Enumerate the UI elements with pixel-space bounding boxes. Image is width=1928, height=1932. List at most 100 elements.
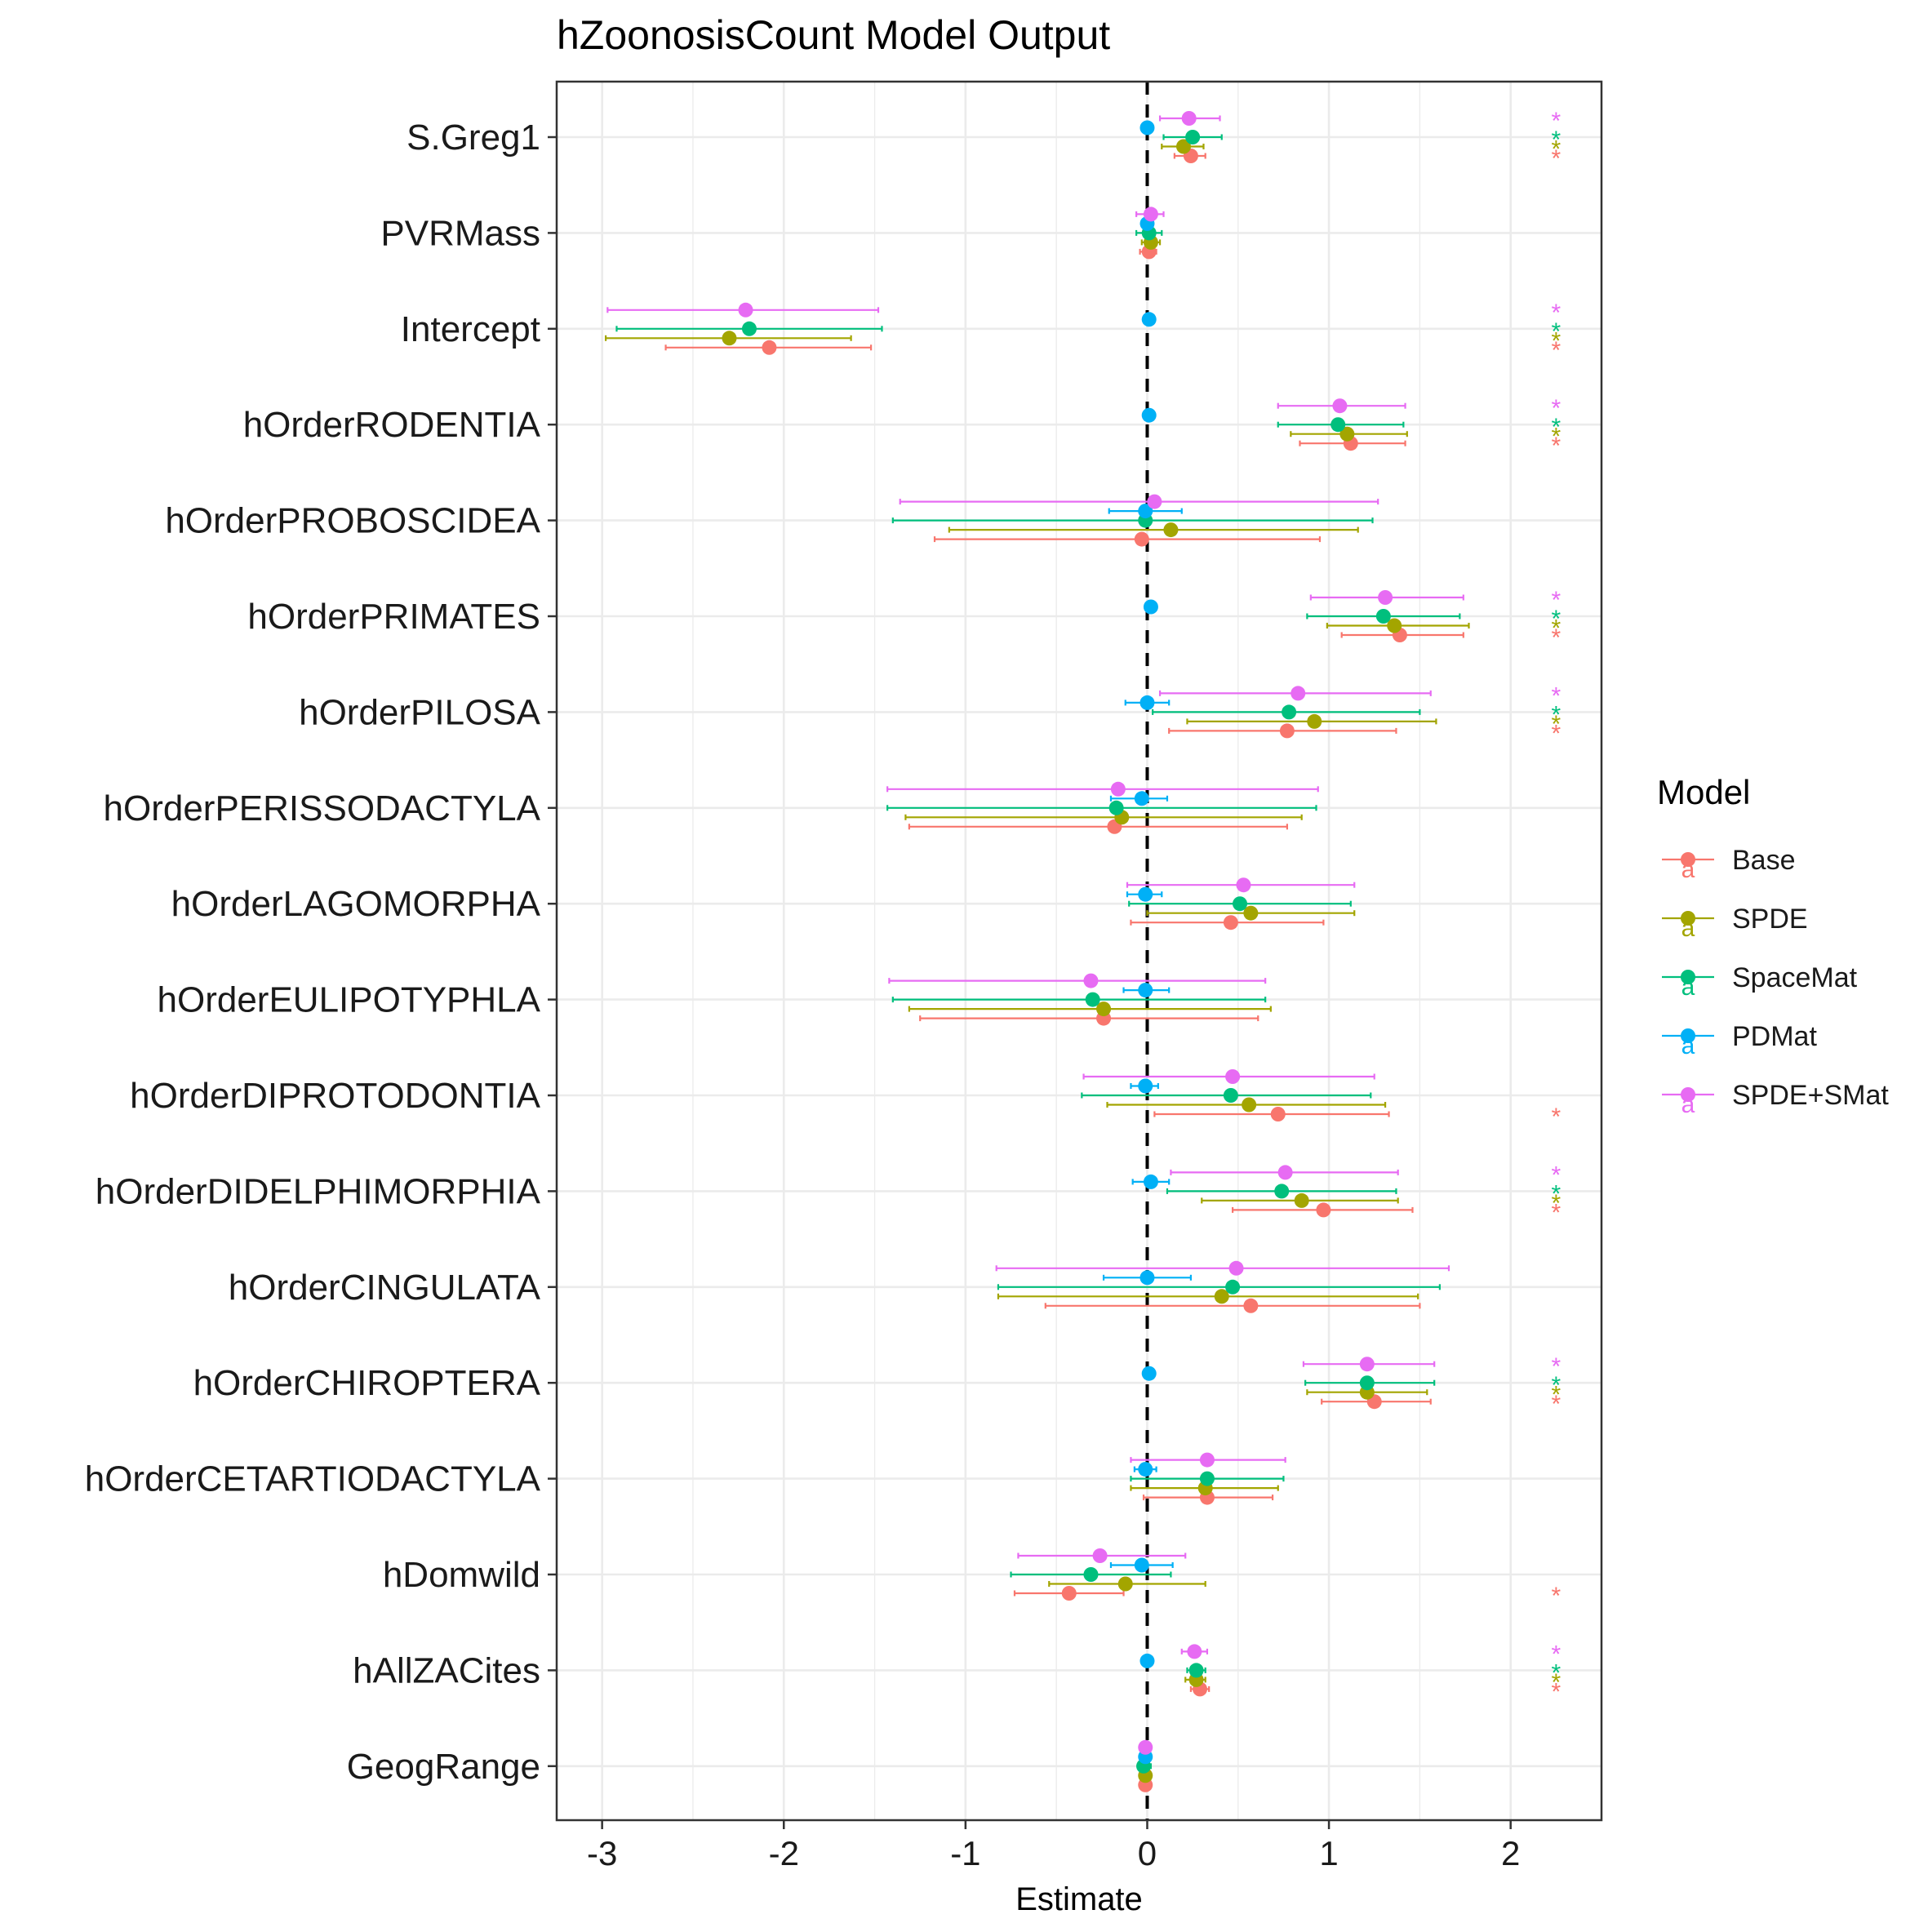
significance-star: * — [1552, 395, 1562, 422]
significance-star: * — [1552, 1161, 1562, 1188]
estimate-point — [738, 302, 753, 318]
estimate-point — [1138, 886, 1153, 902]
estimate-point — [1143, 599, 1158, 615]
y-category-label: hOrderDIDELPHIMORPHIA — [96, 1171, 541, 1211]
estimate-point — [1294, 1193, 1309, 1208]
significance-star: * — [1552, 606, 1562, 633]
estimate-point — [1199, 1452, 1215, 1468]
x-tick-label: -3 — [587, 1834, 617, 1872]
legend-label: SPDE — [1732, 904, 1808, 935]
estimate-point — [1143, 1174, 1158, 1189]
significance-star: * — [1552, 720, 1562, 747]
y-category-label: hOrderCHIROPTERA — [193, 1363, 541, 1403]
y-category-label: hOrderPRIMATES — [247, 597, 540, 637]
estimate-point — [1270, 1107, 1286, 1121]
significance-star: * — [1552, 1669, 1562, 1696]
x-tick-label: -2 — [769, 1834, 799, 1872]
estimate-point — [1141, 1366, 1157, 1381]
legend-key-point — [1681, 911, 1695, 926]
significance-layer: ********************************** — [1552, 108, 1562, 1705]
significance-star: * — [1552, 711, 1562, 738]
estimate-point — [1291, 686, 1306, 701]
x-axis-ticks: -3 -2 -1 0 1 2 — [587, 1820, 1520, 1872]
significance-star: * — [1552, 318, 1562, 345]
estimate-point — [1187, 1644, 1202, 1659]
significance-star: * — [1552, 414, 1562, 441]
significance-star: * — [1552, 1104, 1562, 1130]
estimate-point — [1110, 781, 1126, 797]
estimate-point — [1138, 1078, 1153, 1094]
estimate-point — [1307, 713, 1322, 729]
y-category-label: hOrderPILOSA — [299, 692, 541, 732]
estimate-point — [1387, 618, 1402, 633]
legend-item: a SPDE+SMat — [1662, 1080, 1889, 1118]
estimate-point — [1277, 1165, 1293, 1180]
significance-star: * — [1552, 1199, 1562, 1226]
legend-items: a Base a SPDE a SpaceMat a PDMat a SPDE+SMat — [1662, 845, 1889, 1118]
legend-item: a PDMat — [1662, 1021, 1817, 1059]
legend-key-point — [1681, 970, 1695, 984]
estimate-point — [1378, 590, 1393, 605]
legend-key-point — [1681, 852, 1695, 867]
y-category-label: hDomwild — [383, 1555, 540, 1595]
x-tick-label: 2 — [1501, 1834, 1520, 1872]
significance-star: * — [1552, 1659, 1562, 1686]
estimate-point — [1139, 1653, 1155, 1668]
y-category-label: GeogRange — [347, 1747, 540, 1787]
y-category-label: PVRMass — [380, 213, 540, 253]
estimate-point — [1163, 522, 1179, 538]
legend-key-glyph: a — [1681, 915, 1695, 942]
series-spde-smat — [606, 111, 1464, 1755]
significance-star: * — [1552, 145, 1562, 172]
estimate-point — [1061, 1586, 1077, 1601]
chart-title: hZoonosisCount Model Output — [557, 12, 1110, 58]
estimate-point — [1188, 1663, 1204, 1678]
estimate-point — [1139, 120, 1155, 135]
estimate-point — [1225, 1069, 1241, 1084]
y-category-label: hOrderCETARTIODACTYLA — [85, 1459, 541, 1499]
estimate-point — [1332, 398, 1348, 414]
y-category-label: hOrderPROBOSCIDEA — [165, 501, 540, 541]
estimate-point — [1199, 1471, 1215, 1486]
significance-star: * — [1552, 337, 1562, 364]
x-axis-title: Estimate — [1015, 1881, 1143, 1917]
significance-star: * — [1552, 127, 1562, 153]
estimate-point — [1141, 407, 1157, 423]
series-spacemat — [615, 130, 1461, 1774]
y-axis-category-labels: S.Greg1 PVRMass Intercept hOrderRODENTIA hOr… — [85, 118, 557, 1787]
estimate-point — [1375, 609, 1391, 624]
estimate-point — [1147, 494, 1162, 509]
significance-star: * — [1552, 624, 1562, 651]
estimate-point — [1282, 704, 1297, 720]
significance-star: * — [1552, 1180, 1562, 1207]
significance-star: * — [1552, 1391, 1562, 1418]
x-tick-label: 0 — [1138, 1834, 1157, 1872]
legend-key-point — [1681, 1087, 1695, 1102]
marks-layer — [605, 111, 1470, 1792]
significance-star: * — [1552, 108, 1562, 135]
legend-item: a SPDE — [1662, 904, 1808, 942]
estimate-point — [1134, 791, 1149, 806]
estimate-point — [1359, 1357, 1375, 1372]
y-category-label: S.Greg1 — [406, 118, 540, 158]
legend-key-glyph: a — [1681, 856, 1695, 883]
estimate-point — [1243, 1298, 1259, 1313]
estimate-point — [1134, 531, 1149, 547]
estimate-point — [741, 321, 757, 336]
y-category-label: hOrderDIPROTODONTIA — [130, 1076, 540, 1116]
estimate-point — [1083, 1567, 1099, 1582]
significance-star: * — [1552, 300, 1562, 326]
estimate-point — [1138, 1739, 1153, 1755]
estimate-point — [1214, 1289, 1229, 1304]
estimate-point — [1138, 504, 1153, 519]
y-category-label: hOrderRODENTIA — [243, 405, 541, 445]
estimate-point — [1181, 111, 1197, 126]
estimate-point — [1092, 1548, 1108, 1563]
legend-key-point — [1681, 1028, 1695, 1043]
significance-star: * — [1552, 1641, 1562, 1668]
estimate-point — [1228, 1260, 1244, 1276]
y-category-label: Intercept — [401, 309, 540, 349]
